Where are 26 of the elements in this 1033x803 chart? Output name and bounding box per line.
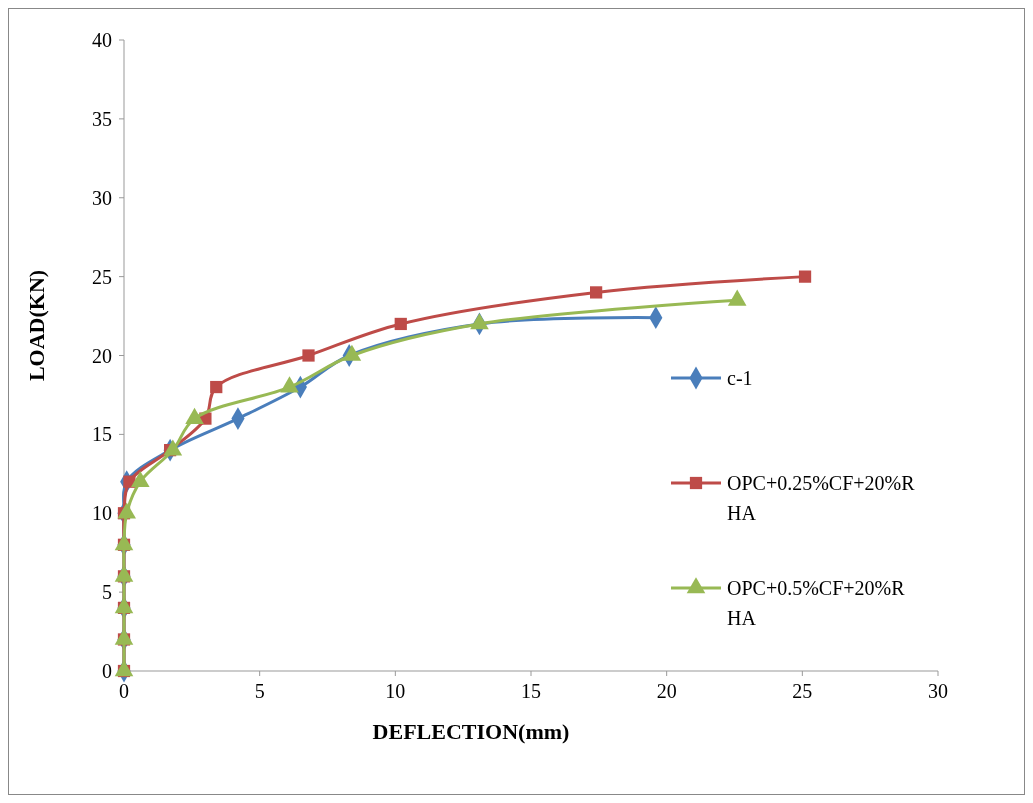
y-tick-label: 10 (92, 502, 112, 525)
y-axis-title: LOAD(KN) (24, 269, 49, 382)
legend-label: c-1 (727, 367, 753, 389)
x-tick-label: 5 (254, 680, 265, 702)
y-tick-label: 15 (92, 423, 112, 446)
x-tick-label: 15 (521, 680, 541, 702)
y-tick-label: 20 (92, 344, 112, 367)
point (798, 270, 812, 283)
point (394, 317, 407, 331)
y-tick-label: 25 (92, 265, 112, 288)
y-tick-label: 40 (92, 29, 112, 51)
y-tick-label: 0 (102, 660, 112, 682)
x-tick-label: 20 (656, 680, 677, 702)
point (210, 380, 223, 394)
point (302, 349, 315, 362)
point (590, 286, 603, 299)
y-tick-label: 35 (92, 107, 112, 130)
x-tick-label: 25 (792, 680, 813, 702)
x-tick-label: 10 (385, 680, 406, 702)
x-tick-label: 30 (928, 680, 948, 702)
legend-label: OPC+0.5%CF+20%RHA (727, 577, 906, 629)
y-tick-label: 30 (92, 186, 112, 209)
legend-label: OPC+0.25%CF+20%RHA (727, 472, 916, 524)
y-tick-label: 5 (102, 581, 112, 604)
x-tick-label: 0 (119, 680, 129, 702)
x-axis-title: DEFLECTION(mm) (372, 719, 570, 744)
